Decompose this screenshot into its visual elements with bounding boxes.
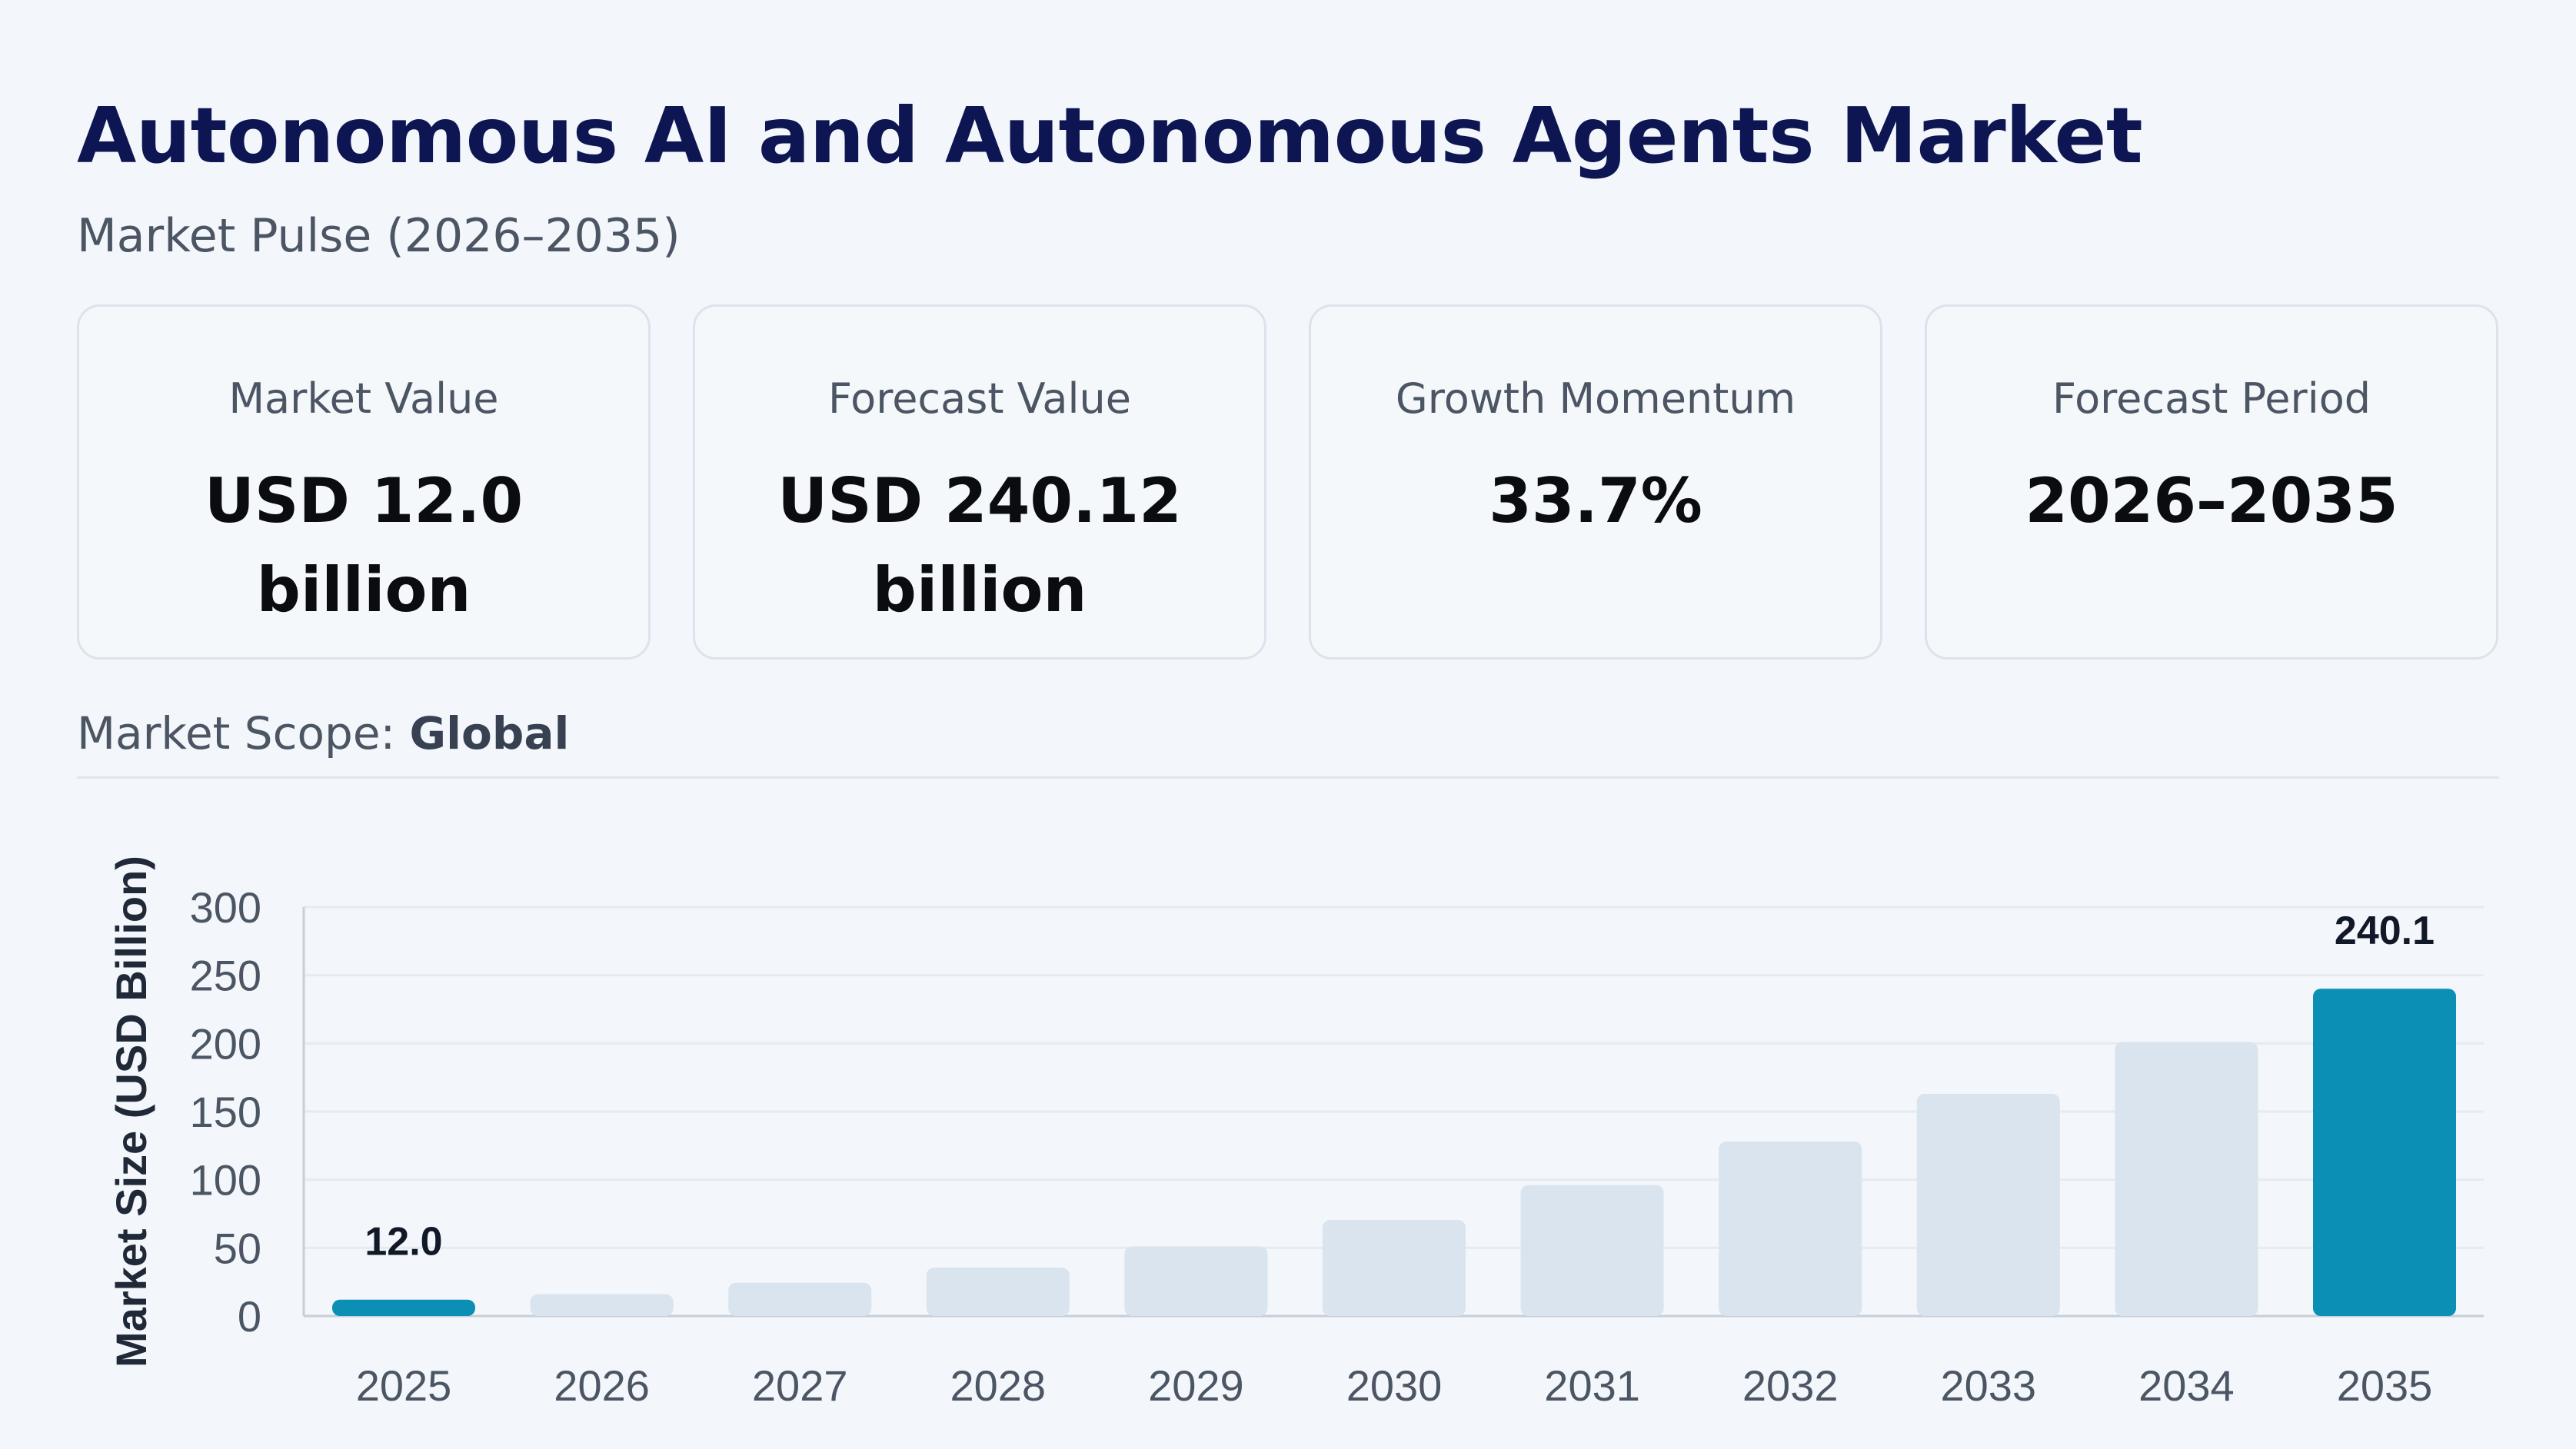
data-label: 240.1	[2335, 909, 2435, 953]
kpi-card-market-value: Market Value USD 12.0 billion	[77, 304, 651, 660]
x-tick-label: 2032	[1742, 1361, 1839, 1410]
bar-2030	[1323, 1219, 1466, 1316]
market-scope-label: Market Scope:	[77, 707, 396, 759]
kpi-cards: Market Value USD 12.0 billion Forecast V…	[77, 304, 2499, 663]
market-scope-value: Global	[409, 707, 570, 759]
bar-2026	[530, 1294, 674, 1316]
kpi-label: Market Value	[228, 374, 499, 423]
y-tick-label: 0	[238, 1292, 261, 1341]
kpi-value: USD 240.12 billion	[777, 465, 1182, 626]
x-tick-label: 2026	[554, 1361, 650, 1410]
bar-2034	[2115, 1042, 2258, 1316]
page-title: Autonomous AI and Autonomous Agents Mark…	[77, 91, 2143, 181]
bar-2033	[1916, 1093, 2060, 1316]
bar-2025	[332, 1299, 475, 1316]
x-tick-label: 2028	[950, 1361, 1047, 1410]
x-tick-label: 2027	[752, 1361, 848, 1410]
y-tick-label: 50	[214, 1224, 261, 1272]
x-tick-label: 2029	[1148, 1361, 1244, 1410]
kpi-card-growth-momentum: Growth Momentum 33.7%	[1309, 304, 1882, 660]
y-tick-label: 150	[190, 1088, 261, 1136]
bar-2032	[1719, 1142, 1862, 1316]
kpi-label: Forecast Value	[828, 374, 1131, 423]
bar-2031	[1520, 1185, 1664, 1316]
market-scope: Market Scope: Global	[77, 707, 569, 759]
x-tick-label: 2031	[1544, 1361, 1640, 1410]
kpi-card-forecast-value: Forecast Value USD 240.12 billion	[693, 304, 1266, 660]
x-tick-label: 2035	[2337, 1361, 2433, 1410]
kpi-value: 2026–2035	[2025, 465, 2398, 537]
bar-2029	[1124, 1246, 1268, 1316]
kpi-value: 33.7%	[1489, 465, 1702, 537]
x-tick-label: 2030	[1346, 1361, 1443, 1410]
x-tick-label: 2033	[1941, 1361, 2037, 1410]
y-tick-label: 300	[190, 883, 261, 932]
x-tick-label: 2025	[356, 1361, 452, 1410]
section-divider	[77, 776, 2499, 779]
y-tick-label: 100	[190, 1156, 261, 1205]
bar-2035	[2313, 989, 2456, 1316]
kpi-value: USD 12.0 billion	[204, 465, 524, 626]
bar-2028	[926, 1268, 1070, 1316]
y-axis-title: Market Size (USD Billion)	[107, 856, 155, 1368]
bar-2027	[728, 1282, 872, 1316]
data-label: 12.0	[364, 1220, 442, 1265]
page-subtitle: Market Pulse (2026–2035)	[77, 209, 681, 263]
kpi-label: Growth Momentum	[1395, 374, 1796, 423]
kpi-card-forecast-period: Forecast Period 2026–2035	[1925, 304, 2498, 660]
y-tick-label: 250	[190, 952, 261, 1000]
y-tick-label: 200	[190, 1019, 261, 1068]
x-tick-label: 2034	[2138, 1361, 2235, 1410]
kpi-label: Forecast Period	[2052, 374, 2371, 423]
